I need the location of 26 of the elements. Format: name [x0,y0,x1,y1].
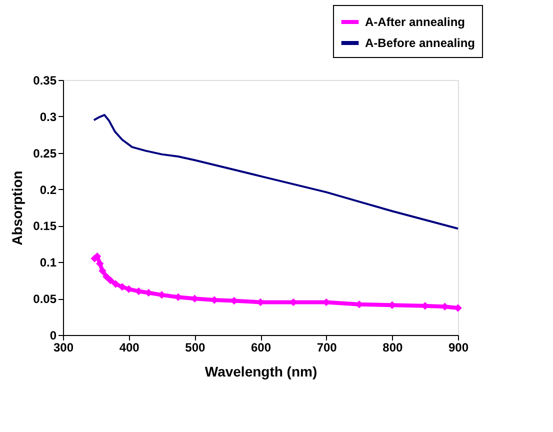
x-tick-label: 500 [185,340,206,354]
x-axis-title: Wavelength (nm) [204,364,318,380]
y-tick-label: 0.05 [33,292,57,306]
x-tick-label: 900 [448,340,469,354]
y-tick-label: 0.15 [33,219,57,234]
legend-label: A-Before annealing [365,36,476,50]
x-tick-label: 400 [119,340,140,354]
y-tick-label: 0.35 [33,74,57,88]
x-tick-label: 600 [250,340,272,354]
point [106,276,114,284]
y-tick-label: 0.2 [40,182,57,197]
x-tick-label: 300 [53,340,74,354]
point [96,260,104,268]
point [118,283,126,291]
point [112,280,120,288]
point [98,267,106,275]
y-tick-label: 0.1 [40,256,57,270]
y-tick-label: 0 [50,328,57,342]
line-series [92,114,459,230]
y-tick-label: 0.25 [33,146,57,160]
y-axis-title: Absorption [9,170,26,246]
point [102,272,110,281]
x-tick-label: 800 [382,340,403,354]
x-tick-label: 700 [316,340,338,354]
legend-label: A-After annealing [365,15,466,29]
y-tick-label: 0.3 [40,110,57,124]
